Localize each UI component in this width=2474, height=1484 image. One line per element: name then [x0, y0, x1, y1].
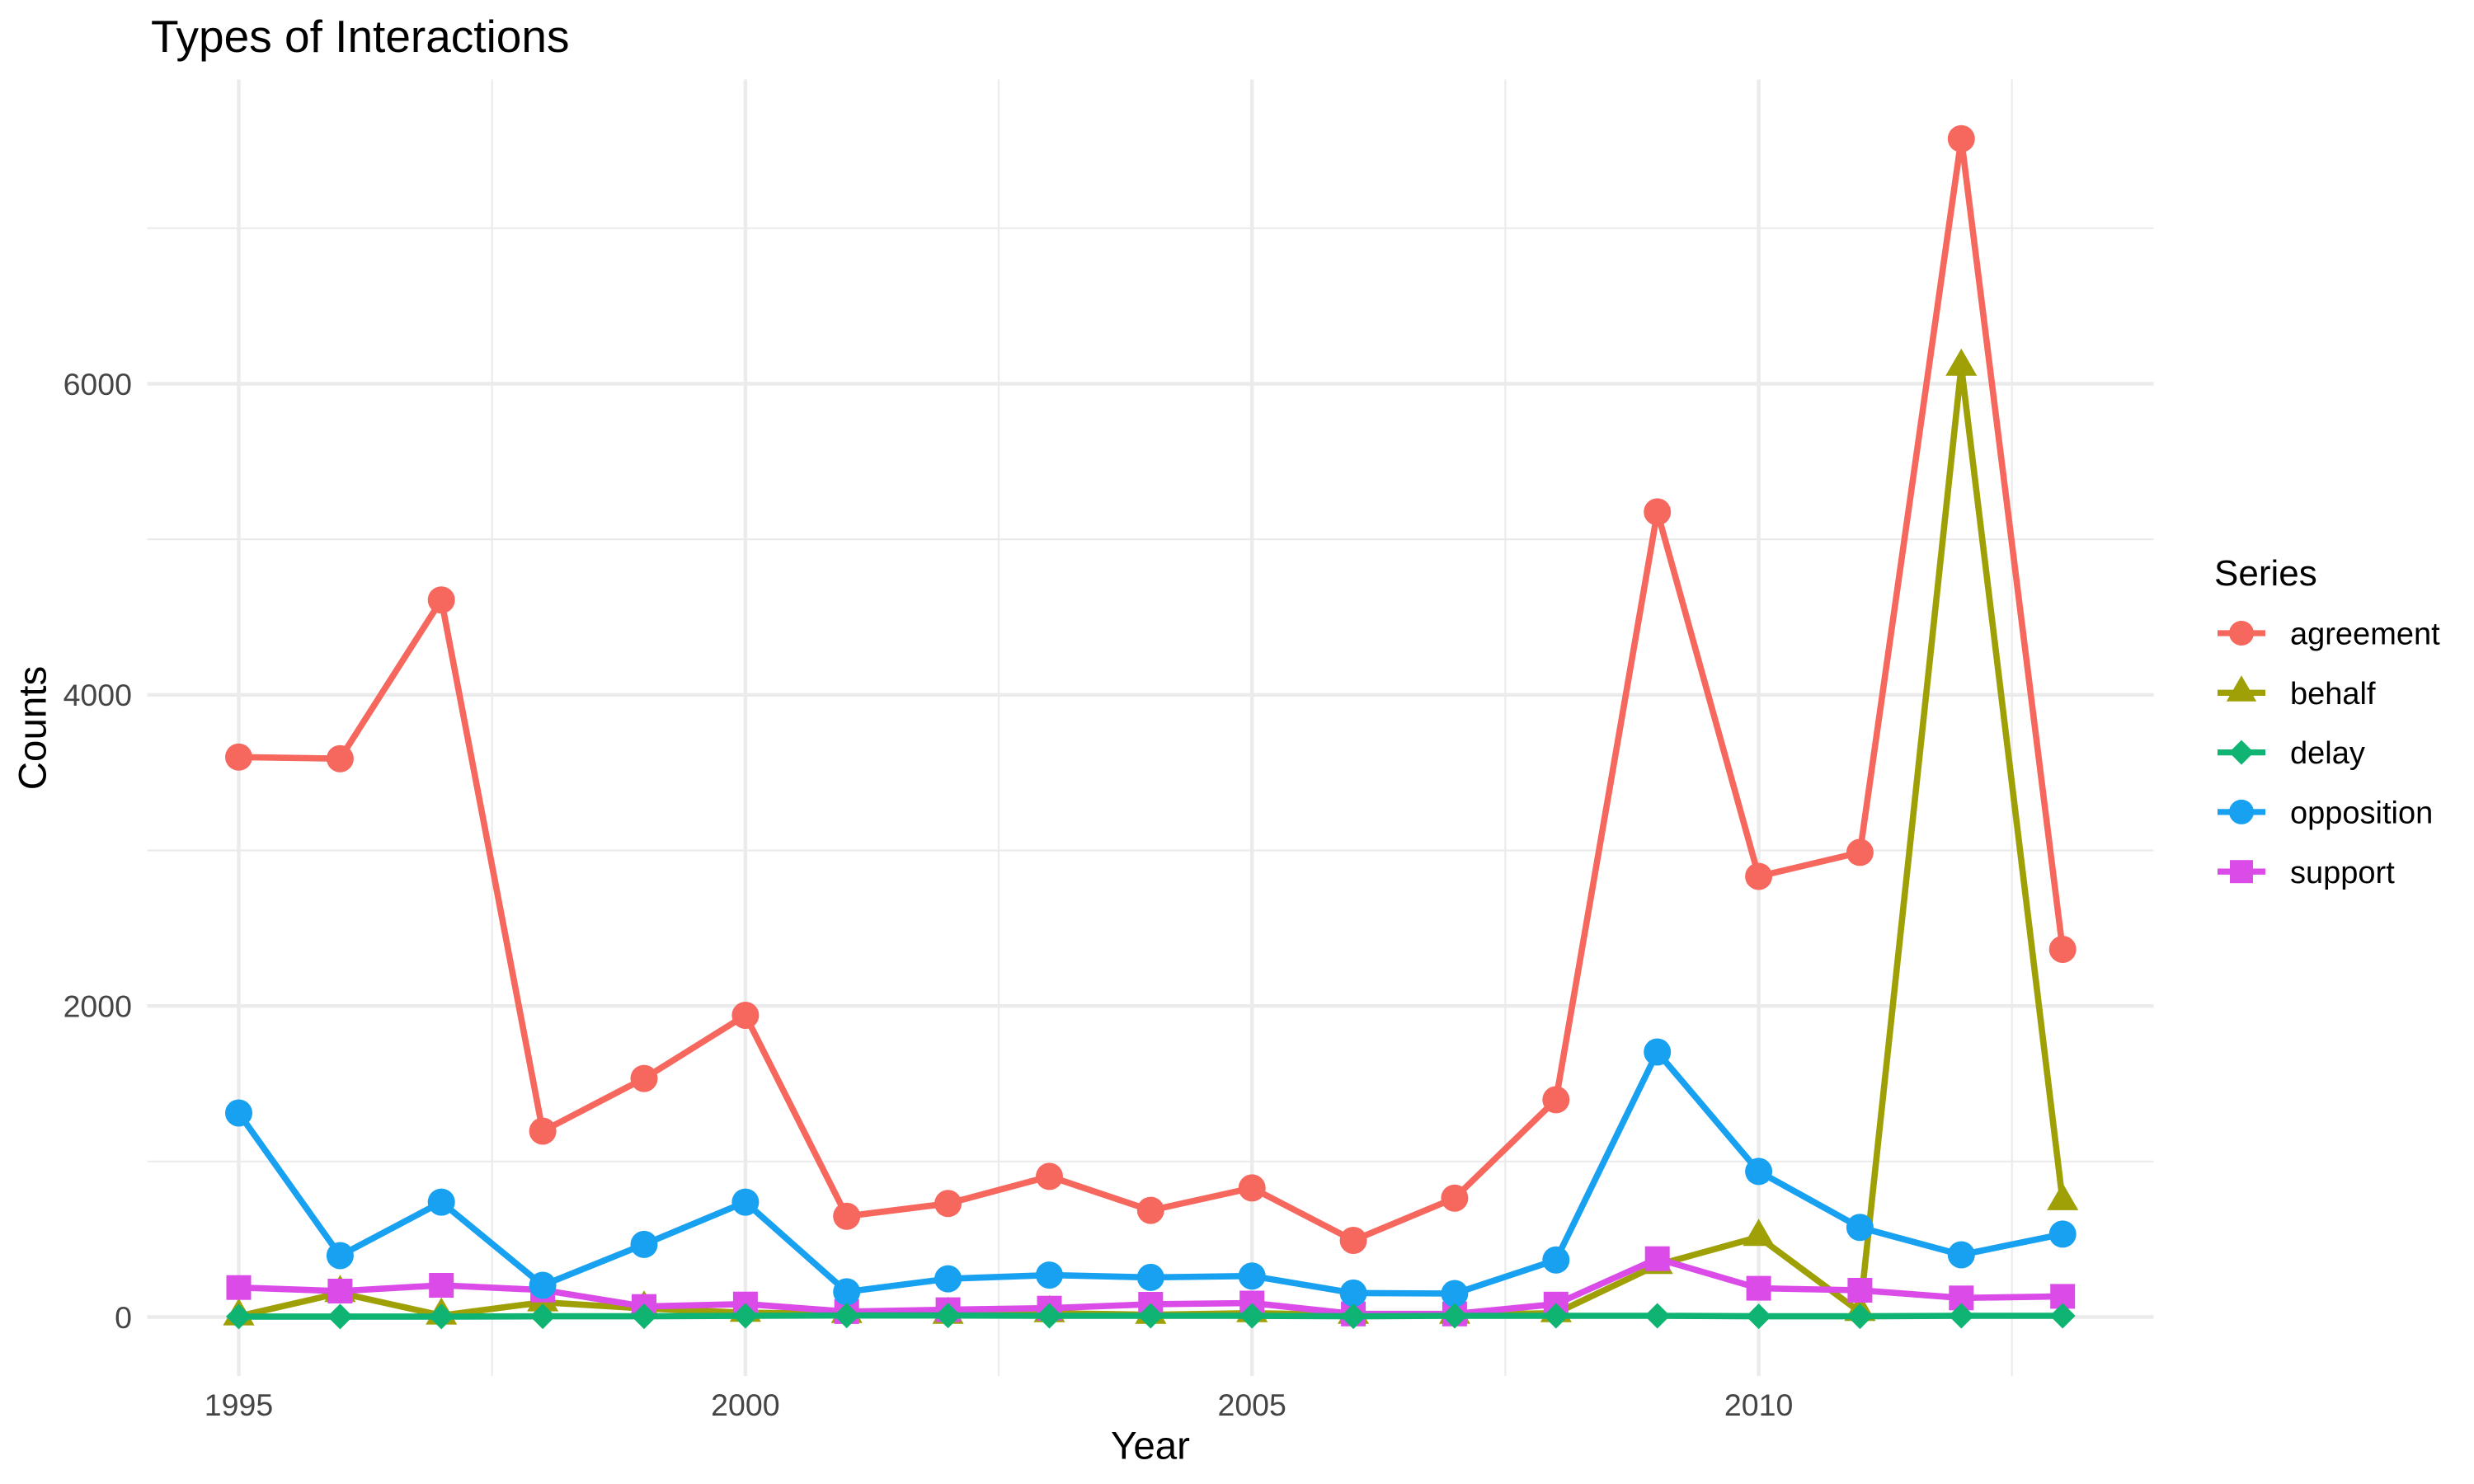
svg-text:opposition: opposition — [2290, 796, 2433, 831]
svg-text:0: 0 — [115, 1300, 132, 1335]
svg-text:Types of Interactions: Types of Interactions — [151, 11, 570, 62]
svg-text:Series: Series — [2214, 553, 2317, 594]
svg-text:2010: 2010 — [1724, 1388, 1793, 1422]
svg-text:4000: 4000 — [63, 678, 132, 712]
svg-text:2000: 2000 — [63, 989, 132, 1024]
svg-text:agreement: agreement — [2290, 618, 2440, 652]
svg-text:delay: delay — [2290, 736, 2365, 771]
svg-text:2005: 2005 — [1217, 1388, 1286, 1422]
svg-text:support: support — [2290, 856, 2395, 890]
svg-text:Counts: Counts — [12, 666, 55, 791]
svg-text:1995: 1995 — [205, 1388, 273, 1422]
svg-text:behalf: behalf — [2290, 677, 2376, 711]
svg-text:2000: 2000 — [711, 1388, 779, 1422]
svg-text:Year: Year — [1111, 1424, 1190, 1468]
svg-text:6000: 6000 — [63, 367, 132, 402]
